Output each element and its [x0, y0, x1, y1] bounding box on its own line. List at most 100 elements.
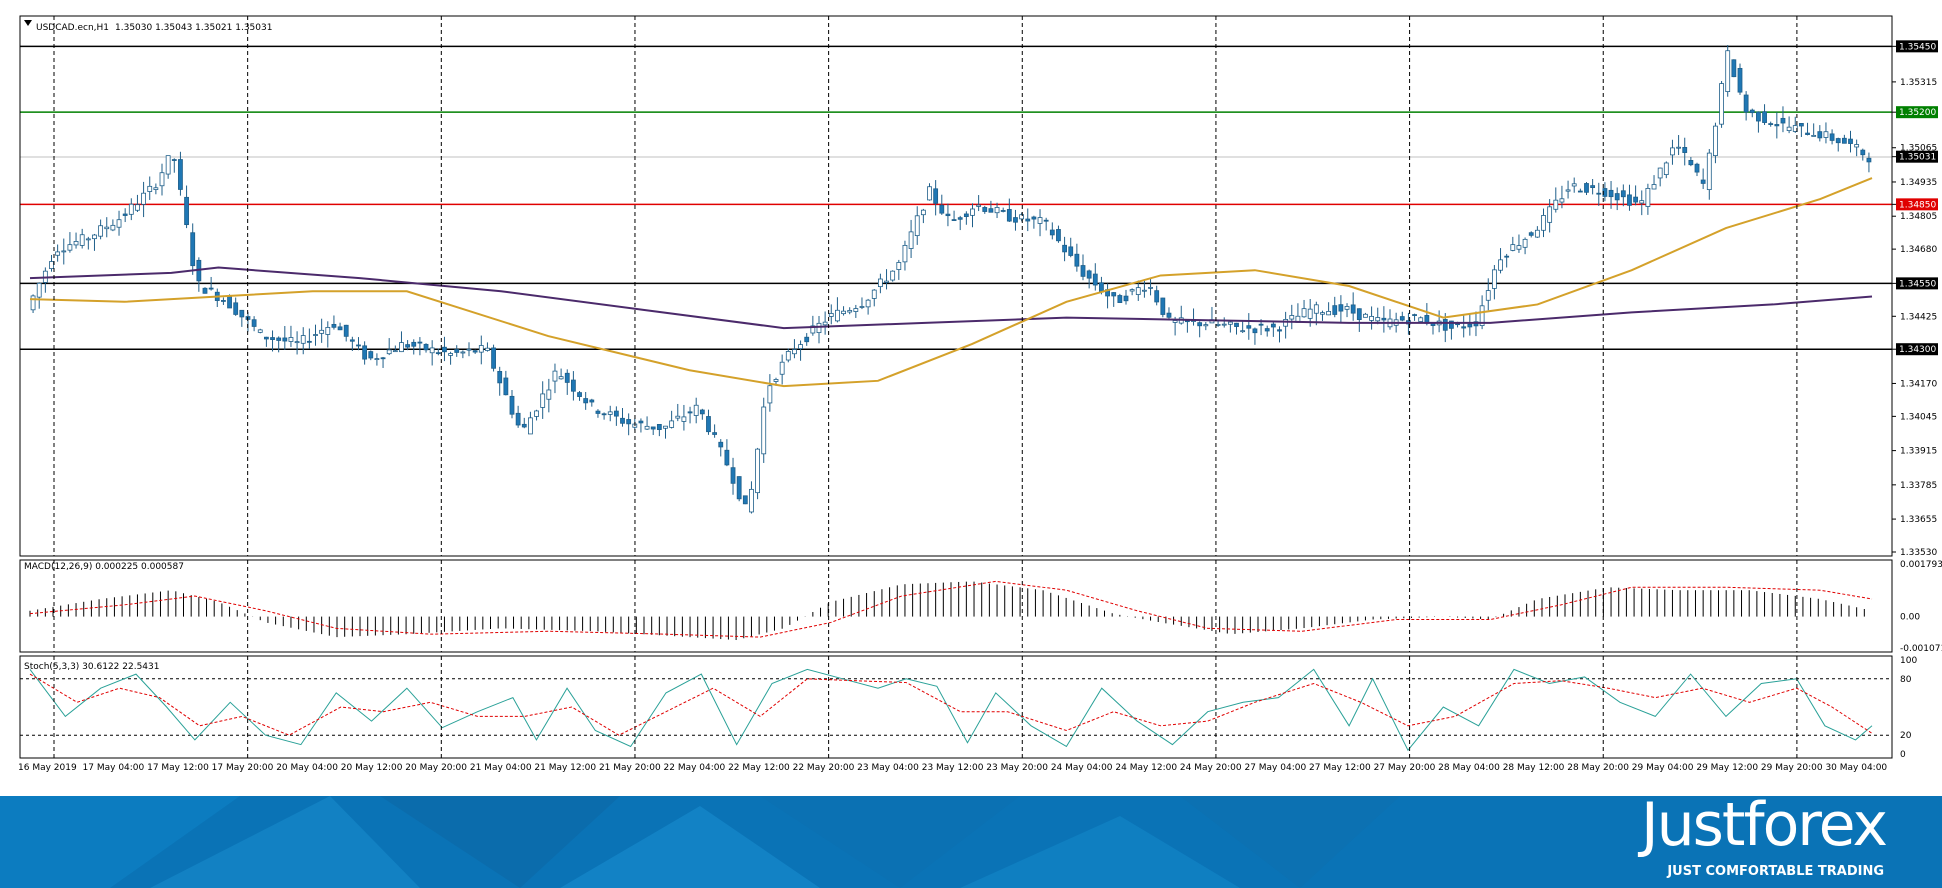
- price-marker-box: [1896, 277, 1938, 290]
- candle: [362, 345, 368, 360]
- candle: [1854, 144, 1860, 148]
- candle: [761, 406, 767, 455]
- stoch-main-line: [29, 668, 1873, 752]
- candle: [1301, 308, 1307, 318]
- candle: [1332, 305, 1338, 315]
- price-tick-label: 1.34680: [1900, 245, 1937, 255]
- candle: [1577, 190, 1583, 193]
- candle: [583, 398, 589, 404]
- candle: [718, 441, 724, 448]
- candle: [1534, 229, 1540, 238]
- candle: [693, 404, 699, 416]
- candle: [792, 349, 797, 355]
- candle: [380, 357, 386, 360]
- candle: [1762, 111, 1767, 123]
- price-pane[interactable]: [20, 45, 1892, 514]
- time-tick-label: 22 May 12:00: [728, 763, 790, 773]
- candle: [263, 336, 269, 340]
- candle: [1706, 152, 1712, 191]
- candle: [1013, 217, 1018, 223]
- collapse-triangle-icon[interactable]: [24, 20, 32, 26]
- candle: [742, 495, 748, 505]
- candle: [939, 204, 945, 214]
- time-tick-label: 21 May 12:00: [534, 763, 596, 773]
- candle: [835, 309, 840, 322]
- candle: [343, 324, 349, 337]
- candle: [1731, 59, 1737, 78]
- time-tick-label: 28 May 04:00: [1438, 763, 1500, 773]
- trading-chart[interactable]: 16 May 2019 17 May 04:00 17 May 12:00 17 Ma…: [0, 0, 1942, 796]
- time-tick-label: 28 May 20:00: [1567, 763, 1629, 773]
- candle: [976, 204, 982, 207]
- candle: [890, 270, 896, 281]
- time-tick-label: 28 May 12:00: [1503, 763, 1565, 773]
- candle: [1719, 83, 1724, 125]
- candle: [798, 344, 803, 350]
- candle: [570, 379, 576, 392]
- candle: [1056, 229, 1061, 242]
- candle: [294, 341, 300, 344]
- candle: [61, 250, 67, 253]
- price-marker-label: 1.35031: [1899, 153, 1936, 163]
- candle: [1418, 317, 1424, 322]
- candle: [1522, 238, 1528, 248]
- axes: 16 May 2019 17 May 04:00 17 May 12:00 17 Ma…: [18, 15, 1942, 773]
- price-tick-label: 1.34170: [1900, 379, 1937, 389]
- macd-tick-label: 0.001793: [1900, 560, 1942, 570]
- candle: [1848, 138, 1853, 144]
- candle: [1283, 319, 1289, 327]
- candle: [1780, 117, 1786, 124]
- candle: [1129, 289, 1135, 292]
- ma-slow-line: [29, 266, 1873, 330]
- price-marker-box: [1896, 198, 1938, 211]
- candle: [1240, 330, 1246, 333]
- candle: [1037, 217, 1043, 224]
- candle: [749, 488, 754, 513]
- time-tick-label: 17 May 12:00: [147, 763, 209, 773]
- candle: [816, 322, 822, 334]
- stoch-signal-line: [29, 673, 1873, 736]
- candle: [1172, 320, 1178, 323]
- candle: [712, 432, 718, 435]
- candle: [1805, 132, 1810, 135]
- candle: [49, 261, 54, 269]
- candle: [1148, 286, 1153, 289]
- time-tick-label: 29 May 20:00: [1761, 763, 1823, 773]
- macd-pane[interactable]: [29, 580, 1873, 641]
- candle: [1516, 245, 1522, 250]
- candle: [288, 337, 294, 342]
- candle: [607, 411, 613, 415]
- stoch-pane[interactable]: [20, 668, 1892, 752]
- candle: [1258, 323, 1264, 326]
- candle: [1510, 244, 1516, 251]
- symbol-label: USDCAD.ecn,H1: [36, 23, 109, 33]
- candle: [1559, 198, 1565, 203]
- candle: [478, 345, 484, 353]
- candle: [448, 353, 453, 356]
- candle: [509, 395, 515, 415]
- time-tick-label: 17 May 20:00: [212, 763, 274, 773]
- time-tick-label: 24 May 20:00: [1180, 763, 1242, 773]
- candle: [190, 232, 196, 267]
- candle: [1000, 210, 1006, 212]
- candle: [356, 344, 361, 347]
- candle: [1338, 304, 1344, 312]
- candle: [1412, 314, 1417, 316]
- macd-label: MACD(12,26,9) 0.000225 0.000587: [24, 562, 184, 572]
- price-marker-label: 1.35450: [1899, 42, 1936, 52]
- justforex-logo[interactable]: Justforex: [1640, 796, 1888, 860]
- candle: [663, 425, 668, 429]
- candle: [1491, 269, 1497, 289]
- candle: [822, 321, 828, 326]
- candle: [337, 326, 343, 331]
- candle: [521, 423, 527, 428]
- candle: [1743, 94, 1749, 113]
- candle: [239, 309, 245, 318]
- candle: [1725, 50, 1731, 93]
- candle: [313, 334, 318, 336]
- candle: [933, 188, 939, 204]
- candle: [675, 415, 681, 419]
- candle: [540, 393, 546, 408]
- time-tick-label: 16 May 2019: [18, 763, 77, 773]
- candle: [853, 308, 859, 312]
